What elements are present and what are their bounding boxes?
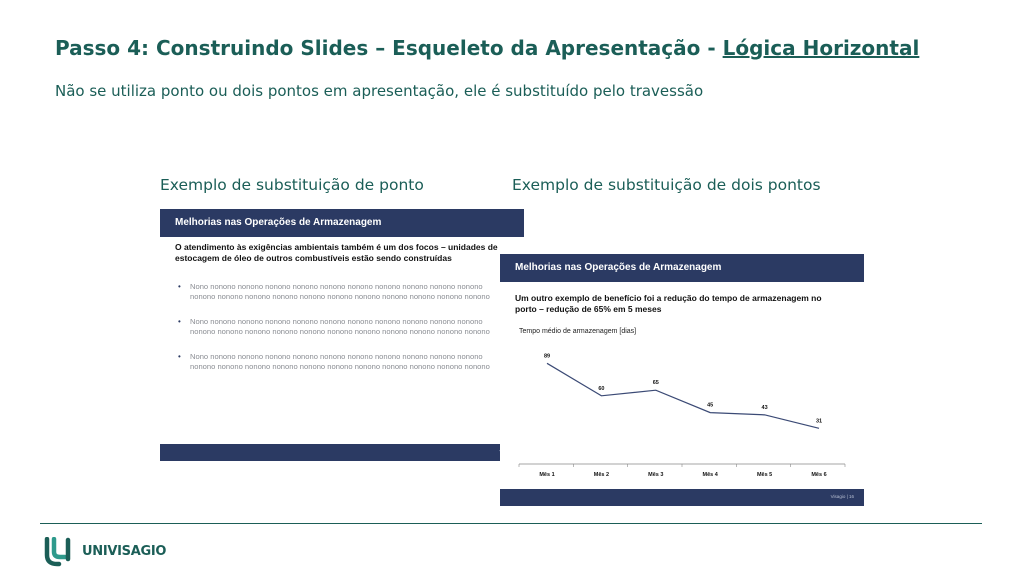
chart-title: Tempo médio de armazenagem [dias]: [519, 328, 637, 335]
data-label: 43: [762, 405, 768, 411]
bullet-text: Nono nonono nonono nonono nonono nonono …: [190, 352, 490, 371]
example-slide-bullets: Melhorias nas Operações de Armazenagem O…: [160, 209, 524, 461]
data-label: 65: [653, 380, 659, 386]
x-tick-label: Mês 1: [539, 472, 554, 478]
bullet-icon: •: [178, 282, 181, 291]
page-subtitle: Não se utiliza ponto ou dois pontos em a…: [55, 82, 704, 100]
slide2-footer-text: Visagio | 16: [830, 494, 854, 499]
footer-divider: [40, 523, 982, 524]
data-label: 60: [598, 386, 604, 392]
line-chart: 89 60 65 45 43 31 Mês 1 Mês 2 Mês 3 Mês 4 Mês 5 Mês…: [518, 353, 846, 478]
data-label: 31: [816, 418, 822, 424]
x-tick-label: Mês 6: [811, 472, 826, 478]
list-item: • Nono nonono nonono nonono nonono nonono…: [178, 317, 500, 337]
logo-text: UNIVISAGIO: [82, 544, 167, 559]
slide2-footer: Visagio | 16: [500, 489, 864, 506]
slide1-header: Melhorias nas Operações de Armazenagem: [160, 209, 524, 237]
univisagio-logo-icon: [44, 537, 71, 567]
caption-right: Exemplo de substituição de dois pontos: [512, 176, 821, 194]
list-item: • Nono nonono nonono nonono nonono nonono…: [178, 352, 500, 372]
page-title-prefix: Passo 4: Construindo Slides – Esqueleto …: [55, 36, 723, 60]
page-title-link[interactable]: Lógica Horizontal: [722, 36, 920, 60]
bullet-text: Nono nonono nonono nonono nonono nonono …: [190, 317, 490, 336]
bullet-icon: •: [178, 317, 181, 326]
univisagio-logo: UNIVISAGIO: [44, 537, 169, 567]
bullet-text: Nono nonono nonono nonono nonono nonono …: [190, 282, 490, 301]
caption-left: Exemplo de substituição de ponto: [160, 176, 424, 194]
slide1-bullet-list: • Nono nonono nonono nonono nonono nonono…: [178, 282, 500, 387]
data-label: 89: [544, 353, 550, 359]
x-tick-label: Mês 2: [594, 472, 609, 478]
bullet-icon: •: [178, 352, 181, 361]
example-slide-chart: Melhorias nas Operações de Armazenagem U…: [500, 254, 864, 506]
x-tick-label: Mês 5: [757, 472, 772, 478]
x-tick-label: Mês 3: [648, 472, 663, 478]
page-title: Passo 4: Construindo Slides – Esqueleto …: [55, 36, 919, 60]
slide2-header: Melhorias nas Operações de Armazenagem: [500, 254, 864, 282]
series-line: [546, 362, 820, 429]
x-tick-label: Mês 4: [703, 472, 719, 478]
slide1-footer: Visagio: [160, 444, 524, 461]
slide1-lead: O atendimento às exigências ambientais t…: [175, 242, 498, 263]
list-item: • Nono nonono nonono nonono nonono nonono…: [178, 282, 500, 302]
slide2-lead: Um outro exemplo de benefício foi a redu…: [515, 293, 822, 314]
data-label: 45: [707, 403, 713, 409]
